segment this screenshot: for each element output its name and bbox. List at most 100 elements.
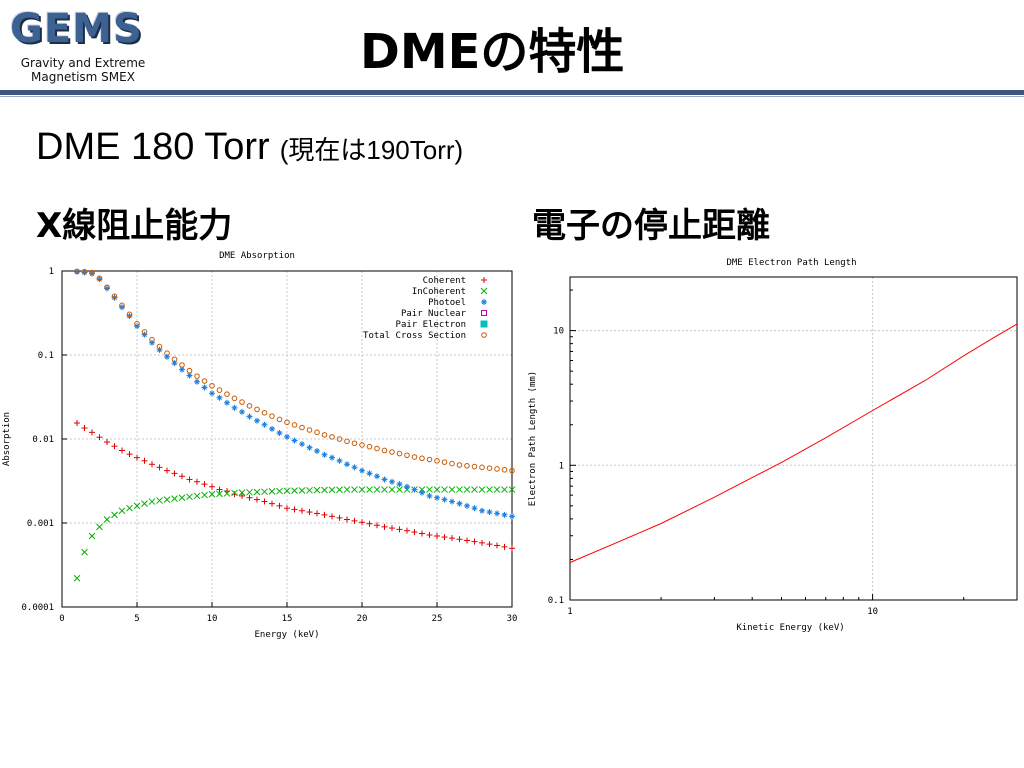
point-total-cross-section	[396, 450, 403, 457]
point-photoel-d2	[187, 373, 192, 378]
point-photoel-d2	[209, 390, 215, 396]
point-incoherent-b	[358, 486, 366, 493]
point-total-cross-section	[284, 419, 290, 426]
point-incoherent-b	[306, 486, 313, 494]
x-axis-label: Energy (keV)	[254, 630, 319, 640]
point-incoherent-b	[73, 574, 81, 582]
point-total-cross-section	[314, 429, 320, 436]
x-tick-label: 0	[59, 614, 64, 624]
point-total-cross-section	[299, 424, 305, 431]
point-total-cross-section	[411, 454, 418, 460]
point-total-cross-section	[509, 467, 515, 474]
point-total-cross-section	[239, 399, 245, 405]
point-total-cross-section	[359, 442, 365, 448]
point-total-cross-section	[456, 462, 463, 468]
point-incoherent-b	[126, 504, 133, 512]
y-tick-label: 0.001	[27, 519, 54, 529]
point-total-cross-section	[164, 350, 170, 357]
point-total-cross-section	[291, 422, 298, 428]
point-total-cross-section	[374, 445, 380, 452]
point-total-cross-section	[134, 321, 140, 327]
subtitle-note: (現在は190Torr)	[279, 135, 464, 165]
y-tick-label: 0.01	[32, 435, 54, 445]
x-tick-label: 10	[207, 614, 218, 624]
point-incoherent-b	[343, 486, 351, 493]
point-photoel-d2	[217, 395, 222, 401]
point-total-cross-section	[321, 432, 328, 438]
point-photoel-d2	[269, 426, 275, 432]
point-total-cross-section	[156, 343, 163, 350]
point-total-cross-section	[389, 449, 395, 455]
point-incoherent-b	[96, 523, 103, 531]
point-incoherent-b	[178, 494, 186, 502]
point-photoel-d2	[179, 367, 185, 372]
point-photoel-d2	[277, 430, 282, 436]
legend-label-pair-electron: Pair Electron	[396, 320, 466, 330]
point-incoherent-b	[351, 486, 358, 493]
point-photoel-d2	[194, 379, 200, 385]
chart-title: DME Electron Path Length	[726, 258, 856, 268]
point-incoherent-b	[418, 486, 426, 493]
point-photoel-d2	[239, 409, 245, 415]
point-photoel-d2	[374, 473, 380, 479]
point-incoherent-b	[193, 492, 201, 500]
legend-label-total-cross-section: Total Cross Section	[363, 331, 466, 341]
y-tick-label: 0.1	[548, 596, 564, 606]
point-incoherent-b	[208, 490, 216, 498]
point-total-cross-section	[179, 362, 185, 368]
point-incoherent-b	[201, 491, 208, 499]
x-tick-label: 10	[867, 607, 878, 617]
point-total-cross-section	[494, 466, 500, 472]
slide-title: DMEの特性	[360, 24, 625, 80]
plot-frame	[569, 276, 1018, 601]
x-tick-label: 20	[357, 614, 368, 624]
point-total-cross-section	[464, 462, 470, 469]
point-photoel-d2	[427, 493, 432, 499]
point-incoherent-b	[471, 486, 478, 493]
point-incoherent-b	[276, 487, 283, 495]
point-incoherent-b	[111, 511, 118, 519]
point-photoel-d2	[299, 441, 305, 447]
point-photoel-d2	[412, 487, 417, 492]
point-total-cross-section	[329, 434, 335, 440]
point-photoel-d2	[247, 414, 252, 419]
point-total-cross-section	[426, 456, 433, 463]
point-total-cross-section	[111, 293, 118, 300]
point-photoel-d2	[359, 468, 365, 474]
point-incoherent-b	[441, 486, 448, 493]
legend-label-pair-nuclear: Pair Nuclear	[401, 309, 467, 319]
y-axis-label: Electron Path Length (mm)	[528, 371, 538, 506]
point-incoherent-b	[321, 486, 328, 494]
point-photoel-d2	[502, 512, 507, 518]
point-total-cross-section	[351, 440, 358, 447]
point-incoherent-b	[388, 486, 396, 493]
point-total-cross-section	[81, 268, 88, 275]
point-incoherent-b	[261, 488, 268, 496]
point-total-cross-section	[194, 373, 200, 379]
point-photoel-d2	[442, 497, 447, 502]
logo-mark: GEMS	[10, 6, 143, 52]
point-photoel-d2	[172, 360, 177, 366]
point-photoel-d2	[449, 499, 455, 504]
point-total-cross-section	[96, 275, 103, 282]
point-total-cross-section	[269, 413, 275, 419]
point-incoherent-b	[88, 532, 96, 540]
point-incoherent-b	[313, 486, 321, 494]
point-incoherent-b	[396, 486, 403, 493]
point-photoel-d2	[202, 385, 207, 390]
point-total-cross-section	[344, 438, 350, 445]
point-photoel-d2	[322, 452, 327, 458]
point-photoel-d2	[337, 458, 342, 464]
legend-marker-total-cross-section	[481, 332, 487, 338]
series-total-cross-section	[74, 268, 515, 474]
point-photoel-d2	[389, 479, 395, 485]
point-incoherent-b	[426, 486, 433, 493]
chart-title: DME Absorption	[219, 251, 295, 261]
point-incoherent-b	[223, 490, 231, 497]
y-tick-label: 0.1	[38, 351, 54, 361]
point-incoherent-b	[478, 486, 486, 493]
y-axis-label: Absorption	[2, 412, 12, 466]
point-photoel-d2	[479, 508, 485, 514]
